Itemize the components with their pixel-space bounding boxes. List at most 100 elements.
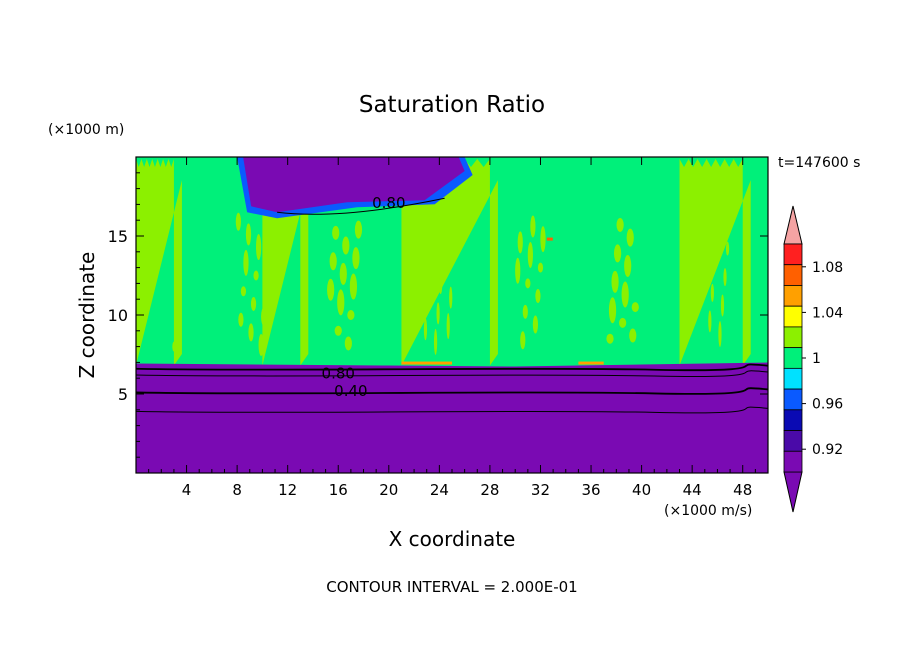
field-streak	[337, 289, 345, 316]
x-tick-label: 24	[430, 481, 449, 499]
colorbar-segment	[783, 388, 803, 411]
y-tick-label: 10	[108, 306, 128, 325]
x-tick-label: 48	[733, 481, 752, 499]
field-streak	[446, 313, 450, 340]
field-streak	[629, 328, 637, 343]
field-streak	[517, 231, 523, 254]
field-streak	[710, 283, 714, 302]
field-streak	[522, 304, 528, 319]
field-streak	[428, 265, 433, 280]
field-streak	[327, 278, 335, 301]
field-streak	[718, 320, 722, 347]
field-streak	[248, 323, 254, 342]
field-streak	[235, 212, 241, 231]
field-streak	[703, 246, 707, 257]
field-streak	[532, 315, 539, 334]
x-axis-ticks: 4 8 12 16 20 24 28 32 36 40 44 48	[148, 157, 756, 499]
field-streak	[263, 281, 269, 296]
x-tick-label: 36	[581, 481, 600, 499]
colorbar-segment	[783, 285, 803, 307]
field-streak	[621, 281, 629, 308]
colorbar-label: 1.04	[812, 305, 843, 321]
field-streak	[334, 325, 342, 336]
field-streak	[261, 307, 267, 326]
colorbar: 0.92 0.96 1 1.04 1.08	[783, 205, 843, 513]
x-tick-label: 44	[683, 481, 702, 499]
field-streak	[624, 255, 632, 278]
colorbar-over-arrow	[783, 205, 803, 245]
field-streak	[347, 310, 355, 320]
field-streak	[525, 278, 531, 289]
field-streak	[436, 302, 440, 325]
field-streak	[444, 223, 448, 234]
field-streak	[258, 334, 264, 357]
colorbar-under-arrow	[783, 471, 803, 513]
x-tick-label: 32	[531, 481, 550, 499]
field-streak	[245, 223, 252, 246]
field-streak	[616, 217, 624, 232]
colorbar-segment	[783, 326, 803, 349]
colorbar-segment	[783, 450, 803, 473]
field-streak	[339, 262, 347, 285]
field-streak	[344, 336, 352, 351]
contour-line	[135, 387, 769, 395]
x-tick-label: 16	[329, 481, 348, 499]
field-streak	[349, 273, 358, 300]
inversion-streak	[578, 361, 604, 365]
colorbar-label: 0.96	[812, 397, 843, 413]
x-tick-label: 20	[379, 481, 398, 499]
field-streak	[631, 302, 639, 313]
field-streak	[700, 273, 704, 288]
peak-spot	[546, 237, 553, 241]
field-streak	[238, 312, 244, 327]
field-streak	[329, 252, 337, 271]
field-streak	[423, 318, 428, 341]
contour-interval-footer: CONTOUR INTERVAL = 2.000E-01	[326, 578, 577, 596]
field-streak	[540, 226, 546, 253]
x-tick-label: 8	[232, 481, 242, 499]
x-axis-label: X coordinate	[389, 527, 516, 551]
colorbar-segment	[783, 430, 803, 452]
supersaturated-region	[401, 159, 498, 366]
x-tick-label: 4	[182, 481, 192, 499]
contour-label: 0.80	[322, 364, 355, 382]
y-axis-ticks: 5 10 15	[108, 172, 768, 458]
contour-lines	[135, 197, 769, 414]
field-streak	[723, 268, 727, 287]
field-streak	[527, 241, 533, 268]
contour-label: 0.80	[372, 194, 405, 212]
field-streak	[715, 231, 720, 241]
contour-line	[135, 363, 769, 372]
field-streak	[606, 333, 614, 344]
plot-area	[136, 157, 768, 473]
contour-label: 0.40	[334, 382, 367, 400]
contour-line	[277, 197, 445, 215]
colorbar-label: 0.92	[812, 442, 843, 458]
field-streak	[342, 236, 350, 255]
dry-patch-core	[243, 157, 465, 213]
field-streak	[515, 257, 521, 284]
lower-dry-layer	[136, 362, 768, 473]
field-streak	[431, 238, 435, 249]
field-streak	[449, 286, 453, 309]
field-streak	[433, 328, 438, 355]
x-tick-label: 12	[278, 481, 297, 499]
field-streak	[725, 241, 730, 256]
field-streak	[439, 275, 443, 294]
chart-title: Saturation Ratio	[359, 92, 545, 118]
inversion-streak	[401, 361, 452, 365]
contour-line	[135, 370, 769, 378]
y-tick-label: 5	[118, 385, 128, 404]
field-streak	[352, 247, 360, 270]
colorbar-segment	[783, 409, 803, 431]
y-unit-label: (×1000 m)	[48, 122, 124, 138]
supersaturated-region	[136, 159, 182, 366]
field-streak	[421, 218, 425, 245]
field-streak	[332, 225, 340, 240]
colorbar-segment	[783, 305, 803, 328]
x-tick-label: 40	[632, 481, 651, 499]
field-streak	[619, 317, 627, 328]
colorbar-segment	[783, 264, 803, 286]
field-streak	[611, 270, 619, 293]
